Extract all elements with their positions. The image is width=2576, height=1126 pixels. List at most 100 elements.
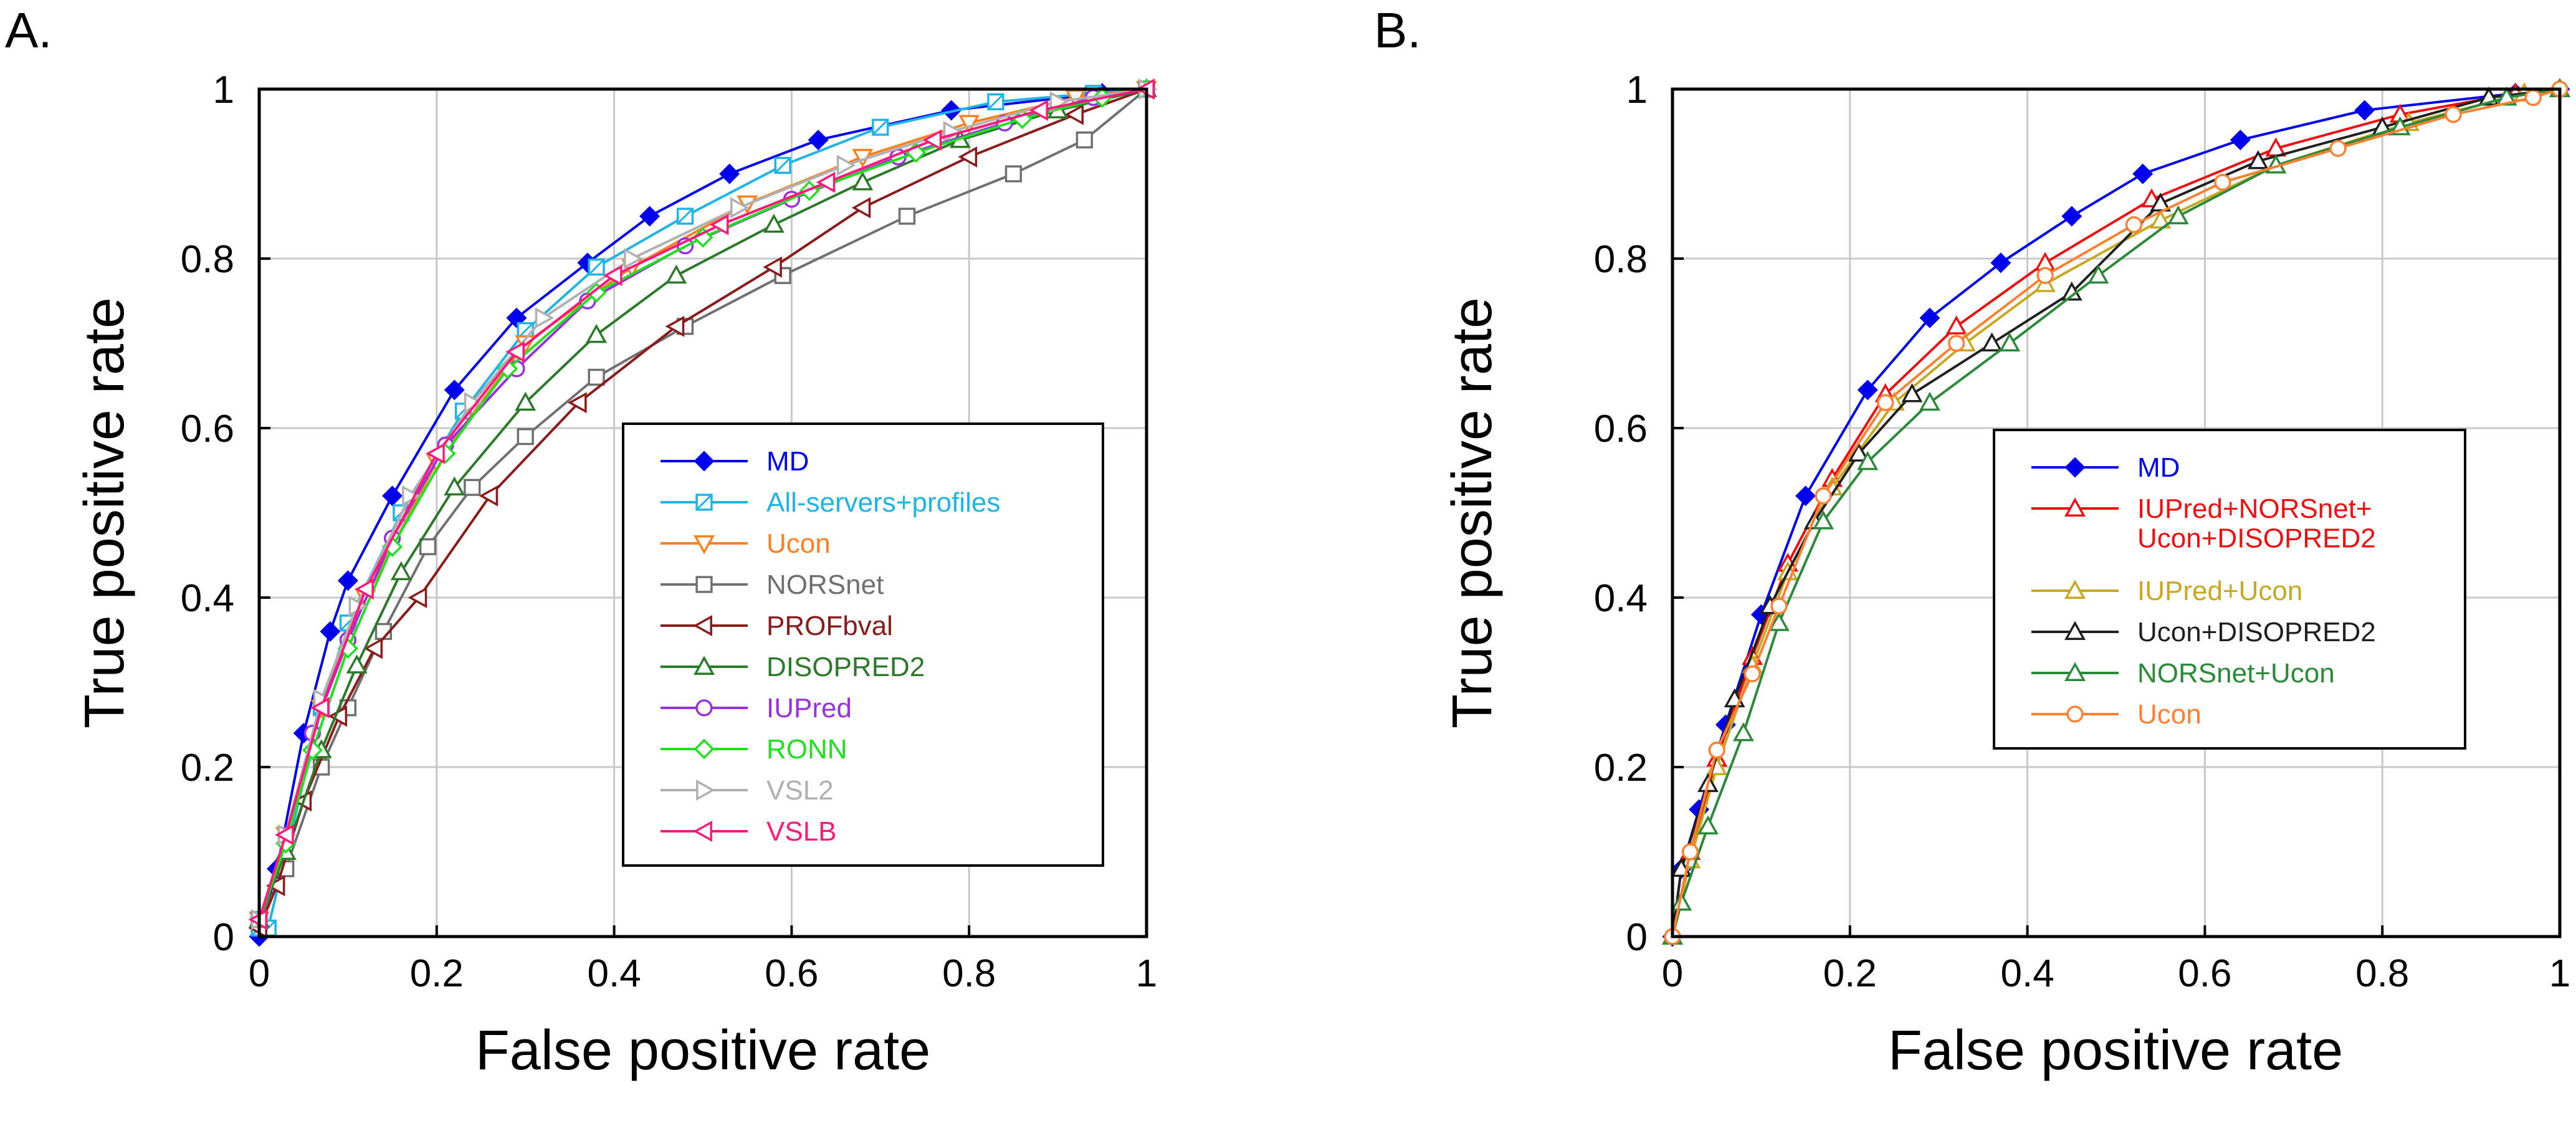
data-point-disopred2 bbox=[763, 213, 785, 233]
legend-entry-iupred-norsnet-ucon-disopred2: IUPred+NORSnet+Ucon+DISOPRED2 bbox=[2031, 494, 2376, 554]
legend-marker bbox=[694, 535, 715, 555]
legend-entry-norsnet: NORSnet bbox=[661, 570, 884, 600]
data-point-norsnet bbox=[1076, 131, 1093, 149]
y-tick-label: 0.6 bbox=[181, 408, 234, 451]
x-axis-title: False positive rate bbox=[475, 1019, 930, 1082]
data-point-ucon bbox=[1948, 335, 1965, 352]
data-point-norsnet-ucon bbox=[2496, 86, 2517, 106]
legend-entry-ucon: Ucon bbox=[661, 528, 831, 559]
y-tick-label: 0.4 bbox=[1594, 577, 1648, 620]
legend-label: DISOPRED2 bbox=[766, 652, 925, 682]
panel-label: B. bbox=[1374, 2, 1421, 58]
data-point-md bbox=[1795, 485, 1816, 507]
legend-entry-iupred-ucon: IUPred+Ucon bbox=[2031, 576, 2302, 606]
data-point-all-servers-profiles-cross bbox=[677, 208, 694, 224]
legend-entry-norsnet-ucon: NORSnet+Ucon bbox=[2031, 658, 2335, 689]
x-tick-label: 0.2 bbox=[410, 952, 464, 995]
data-point-vslb bbox=[355, 578, 374, 600]
legend-marker bbox=[693, 821, 712, 842]
panel-label: A. bbox=[5, 2, 52, 58]
data-point-profbval bbox=[1064, 103, 1084, 125]
data-point-vslb bbox=[1029, 100, 1049, 121]
panel-b: B. 0 0.2 0.4 0.6 0.8 1 0 0.2 0.4 0.6 0.8 1 False posi… bbox=[1374, 2, 2570, 1082]
data-point-ucon bbox=[1681, 843, 1699, 861]
x-tick-label: 0.4 bbox=[587, 952, 641, 995]
legend-entry-disopred2: DISOPRED2 bbox=[661, 652, 925, 682]
data-point-ucon bbox=[958, 115, 980, 135]
y-tick-label: 0.8 bbox=[181, 238, 234, 281]
data-point-profbval bbox=[568, 392, 587, 414]
legend-marker bbox=[2064, 497, 2086, 517]
data-point-profbval bbox=[851, 197, 871, 219]
x-tick-label: 1 bbox=[1136, 952, 1157, 995]
data-point-profbval bbox=[363, 637, 383, 659]
plot-frame bbox=[257, 87, 1148, 938]
data-point-md bbox=[2354, 100, 2375, 121]
data-point-md bbox=[1990, 252, 2011, 274]
data-point-disopred2 bbox=[515, 391, 537, 411]
legend-label: NORSnet bbox=[766, 570, 884, 600]
data-point-ucon-disopred2 bbox=[1901, 383, 1923, 403]
data-point-ucon-disopred2 bbox=[1848, 442, 1870, 462]
x-tick-label: 0.6 bbox=[765, 952, 818, 995]
data-point-disopred2 bbox=[586, 323, 608, 343]
data-point-vslb bbox=[310, 697, 330, 718]
y-tick-label: 0.4 bbox=[181, 577, 234, 620]
legend-marker bbox=[694, 656, 715, 675]
legend-marker bbox=[694, 738, 715, 760]
data-point-norsnet-ucon bbox=[2167, 205, 2189, 224]
data-point-disopred2 bbox=[444, 476, 465, 496]
data-point-disopred2 bbox=[390, 561, 412, 581]
legend-label: MD bbox=[2137, 452, 2180, 483]
data-point-profbval bbox=[958, 146, 978, 168]
y-tick-label: 1 bbox=[213, 69, 234, 112]
legend: MD IUPred+NORSnet+Ucon+DISOPRED2 IUPred+Uc… bbox=[1993, 429, 2466, 750]
data-point-ucon bbox=[2329, 140, 2347, 157]
data-point-all-servers-profiles-cross bbox=[872, 119, 889, 136]
data-point-vslb bbox=[426, 442, 445, 464]
series-line-vslb bbox=[258, 88, 1147, 920]
data-point-profbval bbox=[763, 256, 782, 278]
legend-label: IUPred+NORSnet+ bbox=[2137, 494, 2372, 524]
data-point-md bbox=[639, 206, 661, 227]
legend-entry-md: MD bbox=[661, 446, 809, 477]
data-point-norsnet-ucon bbox=[2087, 264, 2109, 284]
data-point-iupred-ucon bbox=[2150, 209, 2172, 229]
legend-marker bbox=[696, 780, 715, 801]
data-point-norsnet bbox=[464, 479, 481, 496]
data-point-norsnet bbox=[1004, 165, 1023, 183]
data-point-disopred2 bbox=[852, 171, 874, 191]
legend-label: All-servers+profiles bbox=[766, 487, 1000, 518]
data-point-ucon bbox=[2524, 88, 2542, 107]
legend-entry-vslb: VSLB bbox=[661, 816, 837, 847]
data-point-md bbox=[337, 570, 358, 591]
legend-label: PROFbval bbox=[766, 611, 893, 641]
data-point-ucon bbox=[1815, 487, 1832, 505]
legend-label: IUPred bbox=[766, 693, 852, 723]
series-line-ronn bbox=[258, 88, 1147, 920]
data-point-vslb bbox=[603, 265, 623, 287]
data-point-profbval bbox=[479, 485, 499, 507]
legend-marker bbox=[695, 576, 713, 593]
x-tick-label: 0.8 bbox=[942, 952, 996, 995]
legend-marker bbox=[2064, 621, 2086, 640]
data-point-iupred-norsnet-ucon-disopred2 bbox=[1945, 315, 1967, 335]
legend-entry-all-servers-profiles: All-servers+profiles bbox=[661, 487, 1000, 518]
data-point-md bbox=[2230, 130, 2251, 151]
data-point-ucon bbox=[1744, 665, 1761, 683]
data-point-norsnet-ucon bbox=[1768, 612, 1790, 631]
data-point-norsnet bbox=[517, 427, 534, 446]
y-tick-label: 0 bbox=[213, 916, 234, 959]
legend-entry-md: MD bbox=[2031, 452, 2180, 483]
data-point-md bbox=[2061, 206, 2082, 227]
data-point-all-servers-profiles-cross bbox=[775, 157, 791, 174]
data-point-ucon bbox=[2214, 173, 2231, 191]
x-tick-label: 0.8 bbox=[2355, 952, 2409, 995]
data-point-ucon bbox=[2036, 267, 2054, 284]
data-point-ucon bbox=[1877, 394, 1894, 411]
data-point-ucon-disopred2 bbox=[2150, 192, 2172, 212]
data-point-vslb bbox=[709, 214, 729, 236]
data-point-ucon bbox=[2125, 216, 2143, 234]
series-vslb bbox=[248, 79, 1155, 930]
x-tick-label: 0 bbox=[1662, 952, 1683, 995]
